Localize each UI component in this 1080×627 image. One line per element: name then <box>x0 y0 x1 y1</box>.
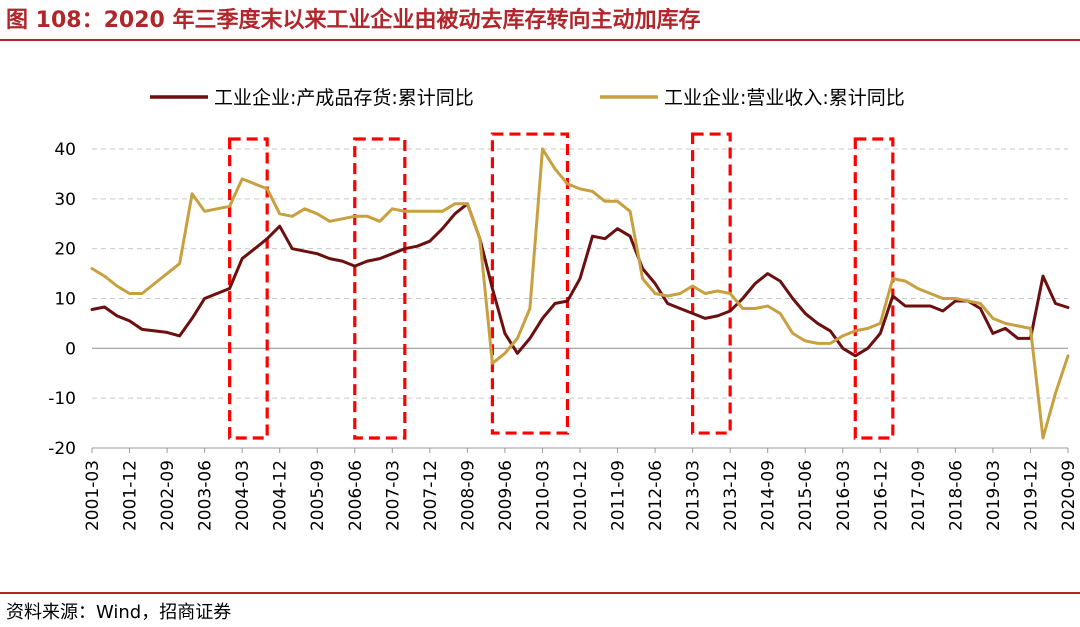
x-tick-label: 2007-12 <box>421 460 441 531</box>
y-tick-label: 20 <box>54 240 76 260</box>
x-tick-label: 2008-09 <box>458 460 478 531</box>
x-tick-label: 2002-09 <box>158 460 178 531</box>
y-tick-label: 40 <box>54 140 76 160</box>
x-tick-label: 2005-09 <box>308 460 328 531</box>
x-tick-label: 2016-12 <box>871 460 891 531</box>
series-line-1 <box>90 202 1070 358</box>
highlight-box <box>490 132 570 435</box>
x-tick-label: 2017-09 <box>909 460 929 531</box>
y-tick-label: 10 <box>54 290 76 310</box>
page-title: 图 108：2020 年三季度末以来工业企业由被动去库存转向主动加库存 <box>6 8 701 33</box>
x-tick-label: 2007-03 <box>383 460 403 531</box>
x-tick-label: 2013-03 <box>684 460 704 531</box>
x-tick-label: 2019-03 <box>984 460 1004 531</box>
x-tick-label: 2010-12 <box>571 460 591 531</box>
x-tick-label: 2014-09 <box>759 460 779 531</box>
line-chart: -20 -10 0 10 20 30 40 2001-03 2001-12 2002-09 2003… <box>48 87 1079 531</box>
y-tick-label: 30 <box>54 190 76 210</box>
highlight-box <box>691 132 732 435</box>
x-tick-label: 2010-03 <box>534 460 554 531</box>
y-tick-label: -20 <box>48 439 76 459</box>
x-tick-label: 2003-06 <box>196 460 216 531</box>
series-line-2 <box>90 147 1070 440</box>
legend-label-1: 工业企业:产成品存货:累计同比 <box>214 87 474 109</box>
x-tick-label: 2004-12 <box>271 460 291 531</box>
title-divider <box>0 39 1080 41</box>
legend-label-2: 工业企业:营业收入:累计同比 <box>664 87 905 109</box>
highlight-box <box>228 137 269 440</box>
y-tick-label: -10 <box>48 389 76 409</box>
x-tick-label: 2004-03 <box>233 460 253 531</box>
highlight-box <box>353 137 407 440</box>
y-tick-label: 0 <box>65 339 76 359</box>
x-tick-label: 2001-12 <box>121 460 141 531</box>
x-tick-label: 2012-06 <box>646 460 666 531</box>
highlight-box <box>853 137 895 440</box>
x-tick-label: 2011-09 <box>609 460 629 531</box>
x-tick-label: 2019-12 <box>1022 460 1042 531</box>
x-tick-label: 2013-12 <box>721 460 741 531</box>
x-tick-label: 2009-06 <box>496 460 516 531</box>
x-tick-label: 2020-09 <box>1059 460 1079 531</box>
x-tick-label: 2006-06 <box>346 460 366 531</box>
x-tick-label: 2018-06 <box>946 460 966 531</box>
source-divider <box>0 592 1080 594</box>
source-note: 资料来源：Wind，招商证券 <box>6 602 232 623</box>
x-tick-label: 2016-03 <box>834 460 854 531</box>
x-tick-label: 2015-06 <box>796 460 816 531</box>
x-tick-label: 2001-03 <box>83 460 103 531</box>
